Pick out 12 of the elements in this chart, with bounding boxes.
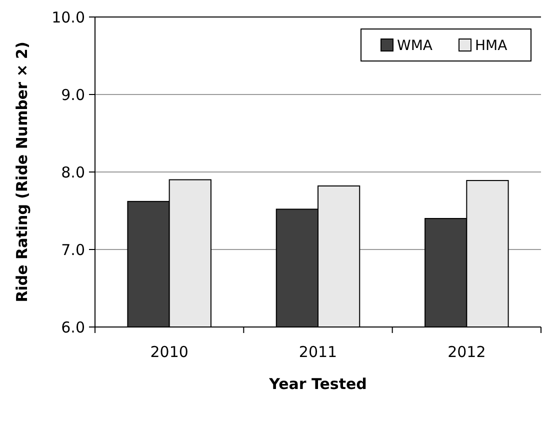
y-tick-label: 8.0 <box>61 163 85 182</box>
x-tick-label: 2012 <box>448 343 486 361</box>
y-tick-label: 7.0 <box>61 240 85 259</box>
y-tick-label: 6.0 <box>61 318 85 336</box>
legend-label: HMA <box>475 38 508 54</box>
x-tick-label: 2010 <box>150 343 188 361</box>
x-tick-label: 2011 <box>298 343 338 361</box>
x-axis-title: Year Tested <box>268 375 367 393</box>
y-tick-label: 9.0 <box>61 86 85 104</box>
legend-label: WMA <box>397 38 433 54</box>
y-tick-label: 10.0 <box>52 8 85 26</box>
y-axis-title: Ride Rating (Ride Number × 2) <box>13 42 31 302</box>
